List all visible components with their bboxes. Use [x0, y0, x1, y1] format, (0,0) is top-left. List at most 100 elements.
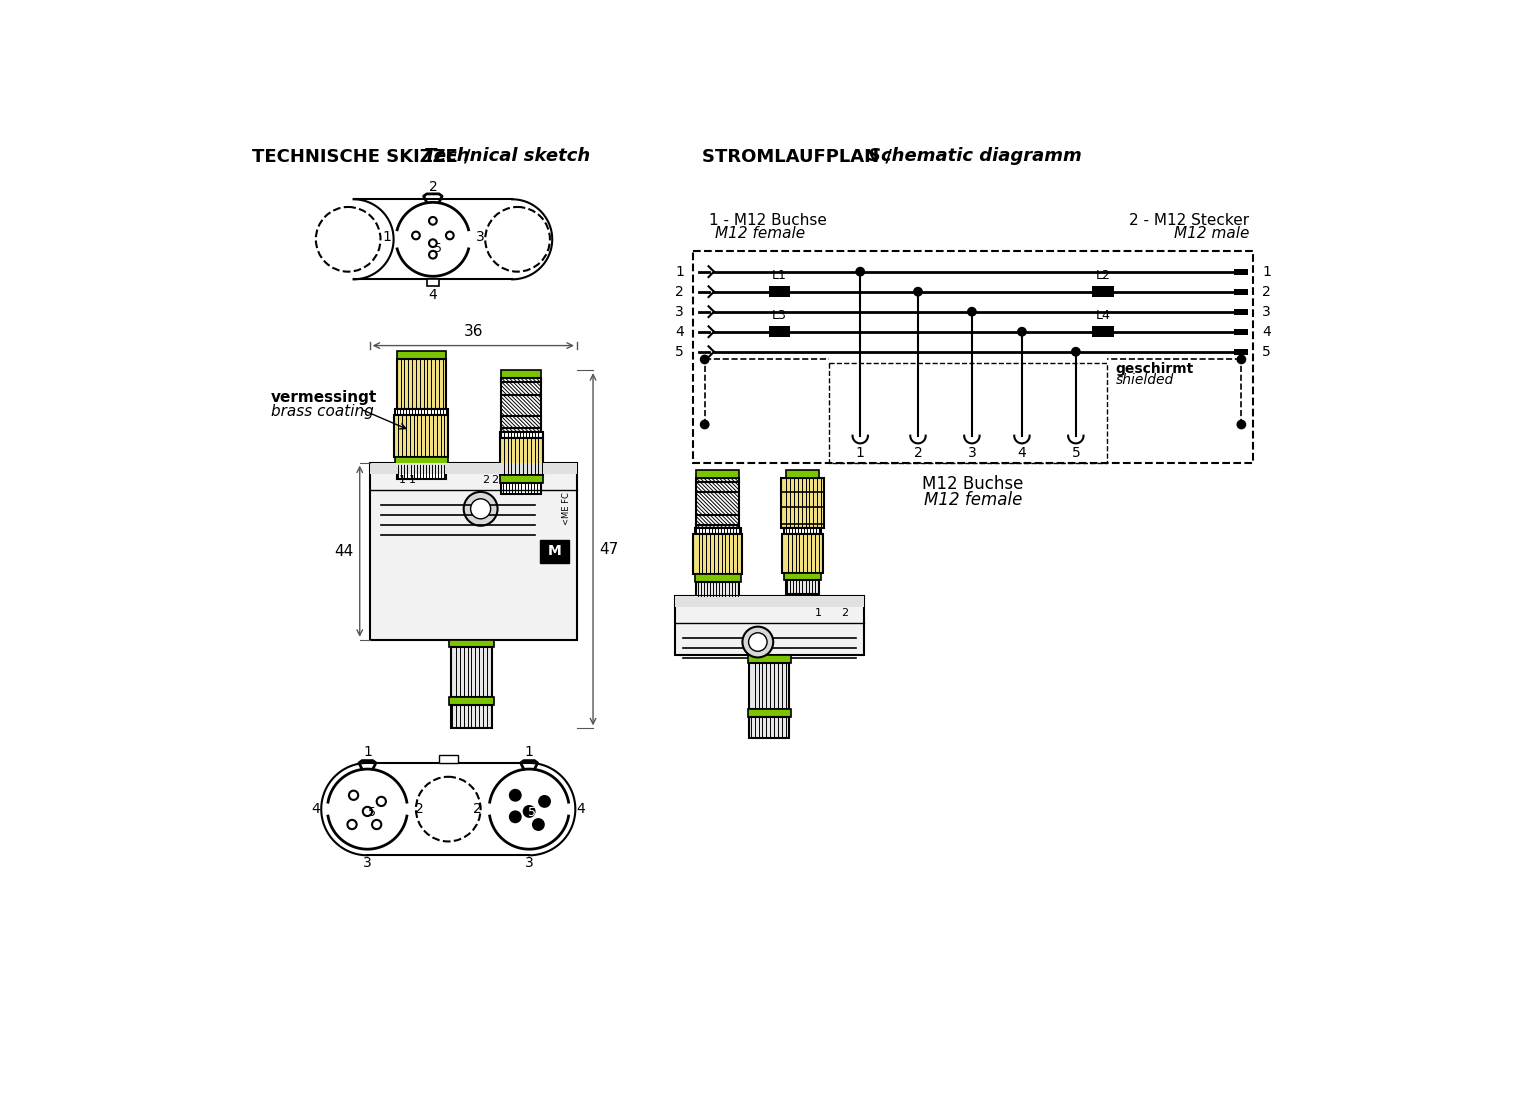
Text: 2 - M12 Stecker: 2 - M12 Stecker	[1129, 213, 1249, 228]
Bar	[696, 470, 739, 478]
Circle shape	[1238, 421, 1246, 429]
Text: vermessingt: vermessingt	[271, 390, 378, 404]
Circle shape	[413, 231, 420, 239]
Bar	[394, 409, 448, 415]
Circle shape	[1017, 328, 1027, 335]
Bar	[501, 482, 542, 494]
Circle shape	[1072, 347, 1080, 355]
Text: 1: 1	[408, 475, 416, 484]
Bar	[394, 415, 448, 457]
Bar	[1234, 309, 1247, 315]
Text: 5: 5	[675, 345, 684, 358]
Circle shape	[429, 217, 437, 225]
Circle shape	[376, 797, 385, 806]
Text: TECHNISCHE SKIZZE /: TECHNISCHE SKIZZE /	[251, 147, 477, 165]
Bar	[1092, 327, 1113, 338]
Bar	[1234, 269, 1247, 275]
Text: 2: 2	[474, 802, 481, 817]
Text: 3: 3	[525, 856, 533, 870]
Circle shape	[701, 355, 708, 363]
Text: 3: 3	[675, 305, 684, 319]
Bar	[784, 573, 821, 581]
Bar	[696, 478, 739, 528]
Circle shape	[486, 207, 550, 272]
Bar	[749, 663, 789, 709]
Circle shape	[471, 499, 490, 518]
Text: 1: 1	[856, 446, 865, 459]
Text: 5: 5	[1263, 345, 1270, 358]
Bar	[748, 655, 790, 663]
Bar	[370, 463, 577, 640]
Text: 1: 1	[525, 745, 533, 760]
Text: 2: 2	[490, 475, 498, 484]
Circle shape	[742, 627, 774, 658]
Bar	[500, 475, 544, 482]
Text: L1: L1	[772, 270, 787, 283]
Bar	[396, 358, 446, 409]
Bar	[451, 648, 492, 697]
Text: 1: 1	[815, 608, 821, 618]
Text: 5: 5	[528, 807, 536, 820]
Bar	[769, 286, 790, 297]
Circle shape	[446, 231, 454, 239]
Text: Technical sketch: Technical sketch	[423, 147, 589, 165]
Circle shape	[969, 308, 976, 316]
Text: 2: 2	[841, 608, 848, 618]
Text: Schematic diagramm: Schematic diagramm	[868, 147, 1081, 165]
Text: M12 Buchse: M12 Buchse	[923, 476, 1023, 493]
Circle shape	[856, 267, 864, 275]
Circle shape	[463, 492, 498, 526]
Bar	[370, 463, 577, 475]
Bar	[396, 465, 446, 479]
Text: 1: 1	[362, 745, 372, 760]
Circle shape	[315, 207, 381, 272]
Bar	[1234, 329, 1247, 334]
Bar	[784, 528, 821, 534]
Text: 2: 2	[414, 802, 423, 817]
Bar	[396, 351, 446, 358]
Bar	[449, 640, 493, 648]
Bar	[694, 528, 740, 534]
Text: 3: 3	[477, 230, 484, 244]
Text: L4: L4	[1095, 309, 1110, 322]
Text: M: M	[548, 545, 562, 558]
Text: 4: 4	[1263, 324, 1270, 339]
Bar	[439, 755, 457, 763]
Bar	[830, 363, 1107, 463]
Circle shape	[701, 421, 708, 429]
Bar	[500, 432, 544, 438]
Bar	[1234, 349, 1247, 355]
Text: M12 male: M12 male	[1174, 227, 1249, 241]
Bar	[693, 251, 1253, 463]
Text: 1: 1	[1263, 264, 1272, 278]
Bar	[501, 378, 542, 432]
Bar	[786, 581, 819, 594]
Text: L2: L2	[1095, 270, 1110, 283]
Circle shape	[749, 632, 768, 651]
Bar	[675, 596, 864, 607]
Text: 2: 2	[1263, 285, 1270, 299]
Text: 5: 5	[1072, 446, 1080, 459]
Text: <ME FC: <ME FC	[562, 492, 571, 525]
Circle shape	[429, 239, 437, 247]
Text: geschirmt: geschirmt	[1116, 363, 1194, 376]
Text: 1: 1	[382, 230, 391, 244]
Text: 44: 44	[335, 544, 353, 559]
Bar	[394, 457, 448, 465]
Circle shape	[429, 251, 437, 259]
Circle shape	[524, 806, 535, 817]
Bar	[781, 478, 824, 528]
Text: STROMLAUFPLAN /: STROMLAUFPLAN /	[702, 147, 899, 165]
Circle shape	[510, 811, 521, 822]
Text: 4: 4	[428, 288, 437, 301]
Text: 2: 2	[428, 180, 437, 194]
Text: 5: 5	[434, 242, 442, 255]
Circle shape	[533, 819, 544, 830]
Text: 2: 2	[914, 446, 923, 459]
Bar	[449, 697, 493, 705]
Bar	[749, 717, 789, 739]
Bar	[769, 327, 790, 338]
Text: 47: 47	[599, 541, 618, 557]
Circle shape	[539, 796, 550, 807]
Bar	[500, 438, 544, 475]
